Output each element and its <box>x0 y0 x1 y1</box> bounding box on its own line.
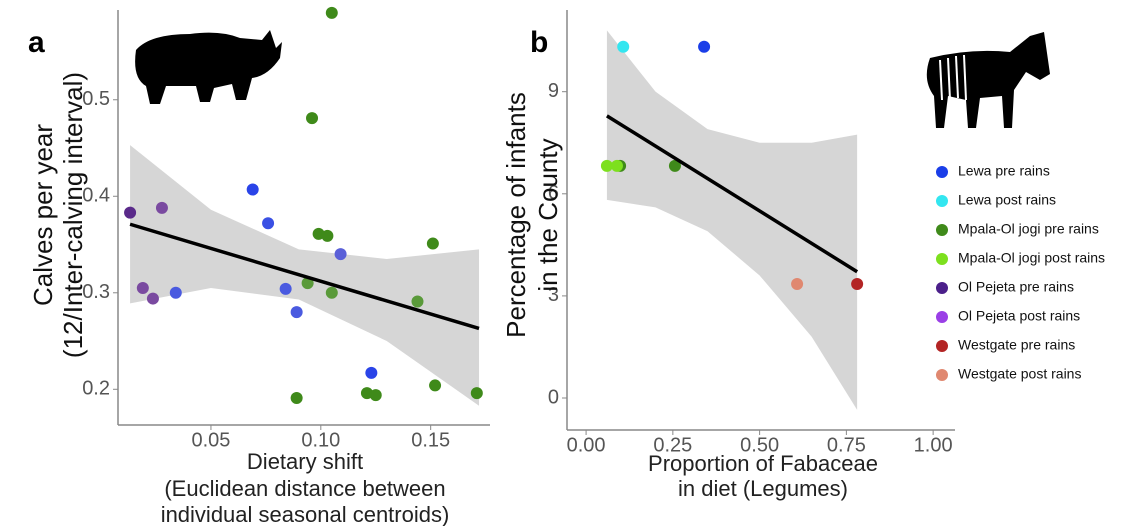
zebra-icon <box>926 32 1050 128</box>
legend-marker <box>936 282 948 294</box>
x-axis-title: in diet (Legumes) <box>678 476 848 501</box>
point <box>136 281 149 294</box>
x-axis-title: Dietary shift <box>247 449 363 474</box>
point <box>290 306 303 319</box>
point <box>262 217 275 230</box>
point <box>334 248 347 261</box>
point <box>290 391 303 404</box>
y-axis-title: Percentage of infants <box>501 92 531 338</box>
x-tick-label: 0.10 <box>301 429 340 451</box>
legend-label: Mpala-Ol jogi post rains <box>958 250 1105 266</box>
point <box>600 159 613 172</box>
y-axis-title: Calves per year <box>28 124 58 306</box>
point <box>610 159 623 172</box>
fit-line <box>129 222 480 331</box>
y-axis-title: (12/Inter-calving interval) <box>58 72 88 358</box>
point <box>851 277 864 290</box>
y-tick-label: 0.2 <box>82 378 110 400</box>
x-tick-label: 0.50 <box>740 434 779 456</box>
legend-label: Westgate post rains <box>958 366 1081 382</box>
point <box>246 183 259 196</box>
x-axis-title: (Euclidean distance between <box>164 476 445 501</box>
legend-marker <box>936 369 948 381</box>
y-tick-label: 6 <box>548 182 559 204</box>
panel-label: a <box>28 26 45 59</box>
point <box>698 40 711 53</box>
legend-label: Ol Pejeta post rains <box>958 308 1080 324</box>
zebra-stripes <box>939 54 967 101</box>
point <box>321 229 334 242</box>
y-tick-label: 0.5 <box>82 88 110 110</box>
point <box>668 159 681 172</box>
point <box>369 389 382 402</box>
point <box>617 40 630 53</box>
x-tick-label: 0.75 <box>827 434 866 456</box>
point <box>306 112 319 125</box>
rhino-icon <box>135 30 282 104</box>
legend-marker <box>936 253 948 265</box>
legend-label: Ol Pejeta pre rains <box>958 279 1074 295</box>
point <box>169 286 182 299</box>
x-axis-title: individual seasonal centroids) <box>161 502 450 526</box>
y-tick-label: 9 <box>548 80 559 102</box>
point <box>124 206 137 219</box>
point <box>155 201 168 214</box>
point <box>411 295 424 308</box>
y-axis-title: in the County <box>533 138 563 291</box>
fit-line <box>605 114 859 274</box>
x-tick-label: 0.25 <box>653 434 692 456</box>
legend-label: Lewa pre rains <box>958 163 1050 179</box>
x-tick-label: 0.00 <box>567 434 606 456</box>
legend-marker <box>936 224 948 236</box>
point <box>301 277 314 290</box>
y-tick-label: 0.3 <box>82 281 110 303</box>
x-tick-label: 1.00 <box>914 434 953 456</box>
legend-label: Mpala-Ol jogi pre rains <box>958 221 1099 237</box>
x-tick-label: 0.05 <box>191 429 230 451</box>
legend-label: Lewa post rains <box>958 192 1056 208</box>
confidence-band <box>606 30 858 410</box>
point <box>470 387 483 400</box>
legend-marker <box>936 195 948 207</box>
legend-marker <box>936 340 948 352</box>
point <box>365 366 378 379</box>
panel-label: b <box>530 26 548 59</box>
point <box>426 237 439 250</box>
point <box>279 282 292 295</box>
y-tick-label: 0.4 <box>82 185 110 207</box>
x-axis-title: Proportion of Fabaceae <box>648 451 878 476</box>
point <box>325 286 338 299</box>
y-tick-label: 3 <box>548 284 559 306</box>
x-tick-label: 0.15 <box>411 429 450 451</box>
point <box>429 379 442 392</box>
legend-label: Westgate pre rains <box>958 337 1075 353</box>
legend-marker <box>936 311 948 323</box>
legend-marker <box>936 166 948 178</box>
point <box>791 277 804 290</box>
y-tick-label: 0 <box>548 386 559 408</box>
point <box>325 6 338 19</box>
point <box>146 292 159 305</box>
